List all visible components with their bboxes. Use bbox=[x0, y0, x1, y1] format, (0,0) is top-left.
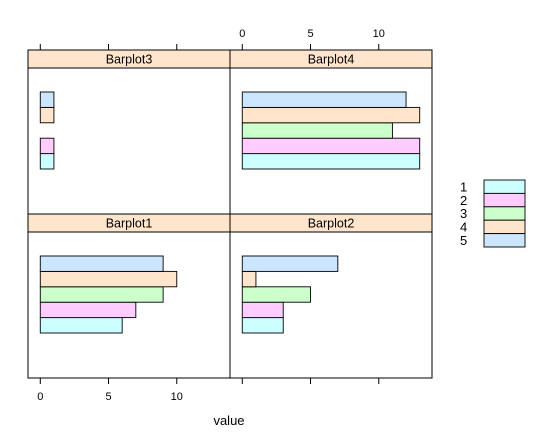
bar-barplot3-4 bbox=[39, 106, 55, 124]
bar-barplot2-5 bbox=[241, 255, 339, 272]
panel-title: Barplot3 bbox=[106, 53, 153, 67]
axes-group: 0 5 10 0 5 10 bbox=[37, 28, 385, 403]
panel-barplot3: Barplot3 bbox=[27, 49, 231, 215]
legend-label-5: 5 bbox=[460, 233, 467, 248]
panel-barplot1: Barplot1 bbox=[27, 213, 231, 379]
bar-barplot1-1 bbox=[39, 317, 123, 334]
legend-swatch-2 bbox=[483, 192, 526, 208]
x-tick-label: 5 bbox=[105, 391, 111, 403]
panel-frame bbox=[229, 213, 433, 379]
legend-swatch-1 bbox=[483, 179, 526, 194]
bar-barplot1-3 bbox=[39, 286, 164, 303]
bar-barplot3-2 bbox=[39, 137, 55, 155]
x-tick-label: 5 bbox=[307, 28, 313, 40]
bar-barplot2-3 bbox=[241, 286, 311, 303]
legend-swatch-4 bbox=[483, 219, 526, 235]
panel-title: Barplot2 bbox=[308, 217, 355, 231]
legend-label-2: 2 bbox=[460, 193, 467, 208]
x-tick-label: 10 bbox=[373, 28, 385, 40]
panel-title: Barplot4 bbox=[308, 53, 355, 67]
x-tick-label: 0 bbox=[37, 391, 43, 403]
bar-barplot2-1 bbox=[241, 317, 284, 334]
x-axis-title: value bbox=[213, 413, 244, 428]
x-tick-label: 10 bbox=[171, 391, 183, 403]
bar-barplot3-5 bbox=[39, 91, 55, 108]
panel-title: Barplot1 bbox=[106, 217, 153, 231]
bar-barplot3-1 bbox=[39, 153, 55, 170]
legend-label-3: 3 bbox=[460, 206, 467, 221]
bar-barplot4-1 bbox=[241, 153, 421, 170]
legend-label-1: 1 bbox=[460, 179, 467, 194]
bar-barplot1-5 bbox=[39, 255, 164, 272]
x-tick-label: 0 bbox=[239, 28, 245, 40]
bar-barplot4-2 bbox=[241, 137, 421, 155]
panel-barplot2: Barplot2 bbox=[229, 213, 433, 379]
bar-barplot4-5 bbox=[241, 91, 407, 108]
bar-barplot2-2 bbox=[241, 301, 284, 319]
bar-barplot1-4 bbox=[39, 270, 178, 288]
panel-barplot4: Barplot4 bbox=[229, 49, 433, 215]
legend-label-4: 4 bbox=[460, 220, 467, 235]
bar-barplot2-4 bbox=[241, 270, 257, 288]
bar-barplot4-3 bbox=[241, 122, 393, 139]
legend-swatch-5 bbox=[483, 233, 526, 248]
bar-barplot1-2 bbox=[39, 301, 137, 319]
panel-frame bbox=[27, 49, 231, 215]
legend-swatch-3 bbox=[483, 206, 526, 221]
bar-barplot4-4 bbox=[241, 106, 421, 124]
panels-group: Barplot3 Barplot4 Barplot1 Barplot2 bbox=[27, 49, 433, 379]
